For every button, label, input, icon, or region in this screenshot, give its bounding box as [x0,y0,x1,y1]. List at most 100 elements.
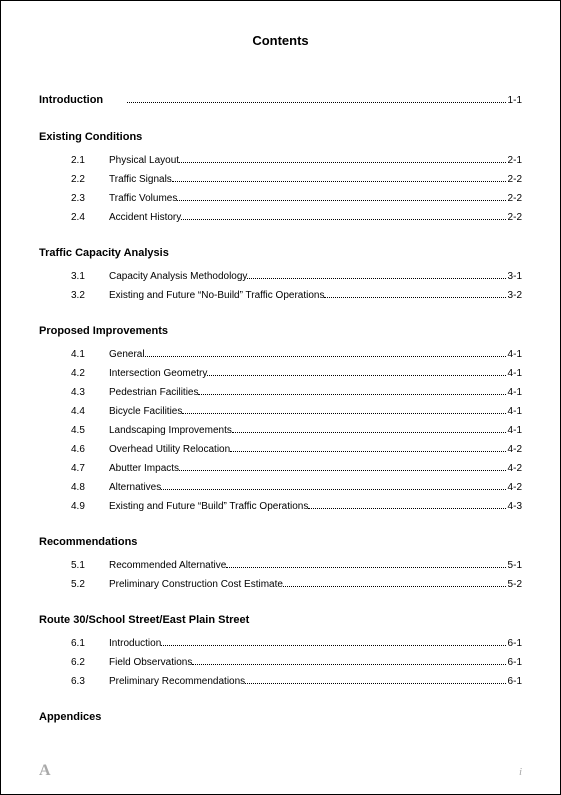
toc-page: 2-2 [508,170,522,189]
toc-row: 2.2Traffic Signals 2-2 [39,170,522,189]
toc-row: 4.8Alternatives 4-2 [39,478,522,497]
toc-leader-dots [177,200,505,201]
toc-number: 4.5 [71,421,109,440]
toc-text: Abutter Impacts [109,459,179,478]
toc-text: Recommended Alternative [109,556,226,575]
section-heading: Traffic Capacity Analysis [39,247,522,259]
section-heading: Proposed Improvements [39,325,522,337]
toc-leader-dots [207,375,505,376]
toc-number: 4.1 [71,345,109,364]
toc-page: 2-1 [508,151,522,170]
toc-text: Preliminary Recommendations [109,672,245,691]
toc-number: 2.3 [71,189,109,208]
toc-row: 6.1Introduction 6-1 [39,634,522,653]
toc-number: 4.8 [71,478,109,497]
toc-text: Existing and Future “Build” Traffic Oper… [109,497,308,516]
footer-left: A [39,762,51,780]
toc-leader-dots [181,219,505,220]
toc-row: 6.2Field Observations 6-1 [39,653,522,672]
toc-number: 5.2 [71,575,109,594]
toc-leader-dots [172,181,506,182]
toc-text: Capacity Analysis Methodology [109,267,247,286]
toc-leader-dots [179,162,506,163]
toc-row: 3.2Existing and Future “No-Build” Traffi… [39,286,522,305]
toc-page: 4-1 [508,421,522,440]
toc-text: Existing and Future “No-Build” Traffic O… [109,286,324,305]
toc-page: 4-2 [508,478,522,497]
toc-row: 3.1Capacity Analysis Methodology 3-1 [39,267,522,286]
toc-leader-dots [232,432,506,433]
toc-row: 5.1Recommended Alternative 5-1 [39,556,522,575]
toc-page: 4-2 [508,459,522,478]
toc-row: 4.7Abutter Impacts 4-2 [39,459,522,478]
intro-label: Introduction [39,90,103,111]
toc-row: 5.2Preliminary Construction Cost Estimat… [39,575,522,594]
toc-number: 2.4 [71,208,109,227]
toc-page: 4-1 [508,402,522,421]
toc-leader-dots [226,567,505,568]
toc-text: General [109,345,145,364]
toc-leader-dots [230,451,505,452]
toc-leader-dots [179,470,506,471]
toc-text: Intersection Geometry [109,364,207,383]
section-heading: Route 30/School Street/East Plain Street [39,614,522,626]
toc-text: Overhead Utility Relocation [109,440,230,459]
toc-number: 4.6 [71,440,109,459]
toc-number: 6.2 [71,653,109,672]
toc-text: Field Observations [109,653,192,672]
page-footer: A i [39,762,522,780]
toc-text: Introduction [109,634,161,653]
toc-leader-dots [127,102,505,103]
toc-leader-dots [308,508,505,509]
toc-row: 2.1Physical Layout2-1 [39,151,522,170]
toc-page: 3-1 [508,267,522,286]
toc-number: 4.3 [71,383,109,402]
toc-row: 4.1General 4-1 [39,345,522,364]
toc-row: 4.6Overhead Utility Relocation 4-2 [39,440,522,459]
toc-leader-dots [198,394,505,395]
toc-number: 3.1 [71,267,109,286]
toc-text: Traffic Signals [109,170,172,189]
toc-page: 4-1 [508,345,522,364]
toc-number: 5.1 [71,556,109,575]
toc-page: 5-2 [508,575,522,594]
toc-page: 5-1 [508,556,522,575]
toc-number: 4.4 [71,402,109,421]
footer-right: i [519,766,522,778]
toc-page: 4-1 [508,364,522,383]
toc-leader-dots [283,586,506,587]
toc-row: 4.5Landscaping Improvements4-1 [39,421,522,440]
toc-number: 3.2 [71,286,109,305]
toc-page: 6-1 [508,672,522,691]
toc-text: Pedestrian Facilities [109,383,198,402]
toc-page: 4-1 [508,383,522,402]
section-heading: Existing Conditions [39,131,522,143]
toc-row: 2.4Accident History 2-2 [39,208,522,227]
section-heading: Appendices [39,711,522,723]
toc-row: 4.9Existing and Future “Build” Traffic O… [39,497,522,516]
section-heading: Recommendations [39,536,522,548]
toc-text: Accident History [109,208,181,227]
toc-row: 4.2Intersection Geometry 4-1 [39,364,522,383]
toc-leader-dots [247,278,505,279]
toc-page: 6-1 [508,634,522,653]
toc-page: 2-2 [508,189,522,208]
toc-leader-dots [161,645,505,646]
toc-row: 2.3Traffic Volumes2-2 [39,189,522,208]
toc-leader-dots [182,413,505,414]
toc-text: Preliminary Construction Cost Estimate [109,575,283,594]
toc-page: 2-2 [508,208,522,227]
toc-row: 6.3Preliminary Recommendations 6-1 [39,672,522,691]
toc-page: 6-1 [508,653,522,672]
toc-number: 6.1 [71,634,109,653]
toc-number: 6.3 [71,672,109,691]
toc-text: Physical Layout [109,151,179,170]
toc-page: 4-2 [508,440,522,459]
toc-number: 4.2 [71,364,109,383]
toc-number: 4.7 [71,459,109,478]
toc-text: Alternatives [109,478,161,497]
toc-number: 2.2 [71,170,109,189]
toc-text: Bicycle Facilities [109,402,182,421]
toc-page: 4-3 [508,497,522,516]
toc-leader-dots [145,356,506,357]
